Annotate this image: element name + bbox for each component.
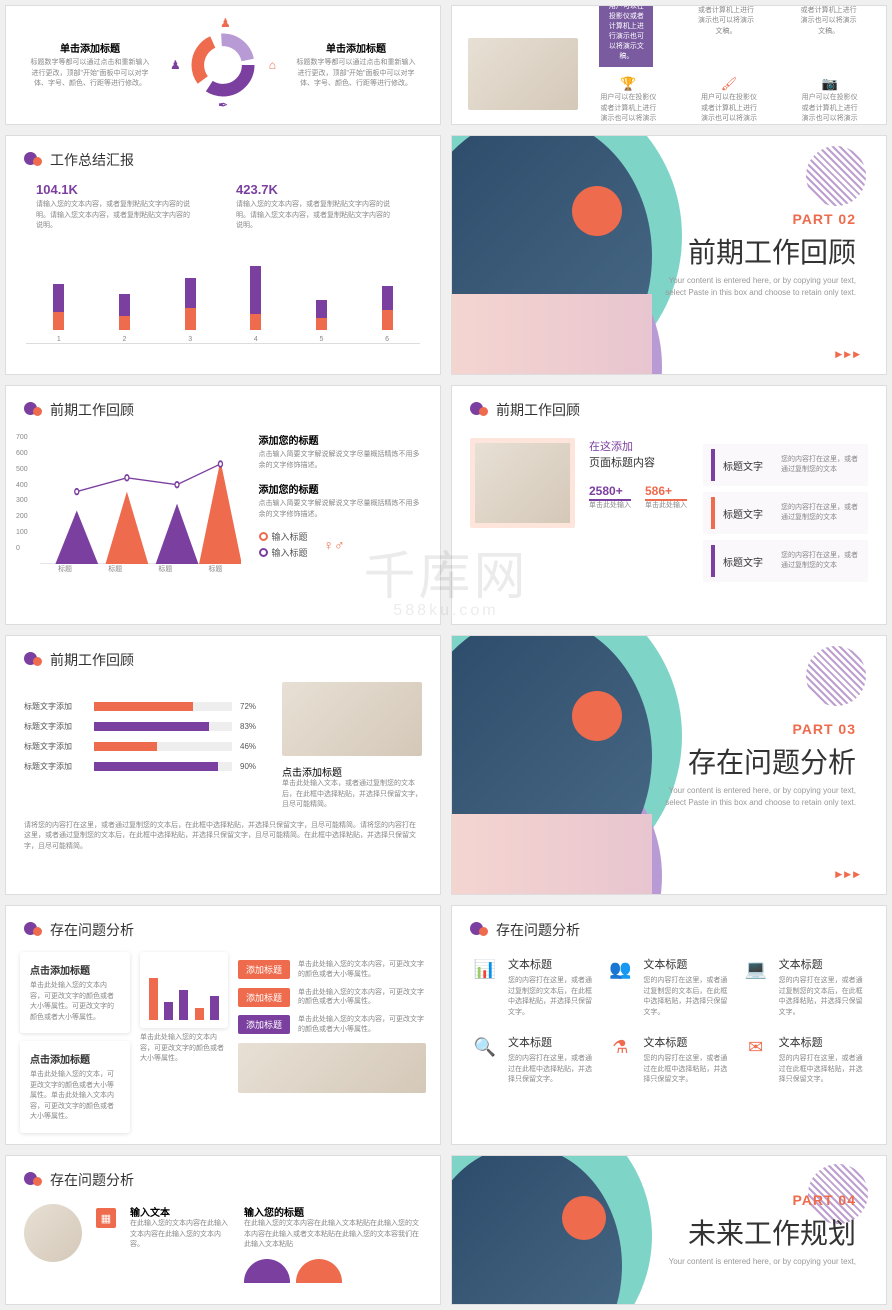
legend-label: 输入标题 [272, 530, 308, 543]
title-dots-icon [470, 402, 490, 418]
slide-stats-list: 前期工作回顾 在这添加 页面标题内容 2580+单击此处输入 586+单击此处输… [451, 385, 887, 625]
part-subtitle: Your content is entered here, or by copy… [669, 785, 856, 797]
slide-title: 前期工作回顾 [50, 650, 134, 670]
image-placeholder [282, 682, 422, 756]
card: 点击添加标题单击此处输入您的文本内容，可更改文字的颜色或者大小等属性。可更改文字… [20, 952, 130, 1033]
legend-dot-icon [259, 532, 268, 541]
slide-area-chart: 前期工作回顾 0100200300400500600700 标题标题标题标题 添… [5, 385, 441, 625]
legend-label: 输入标题 [272, 546, 308, 559]
trophy-icon: 🏆 [620, 76, 636, 91]
icon-desc: 用户可以在投影仪或者计算机上进行演示也可以将演示文稿。 [598, 93, 658, 125]
stat-label: 单击此处输入 [645, 501, 687, 512]
image-placeholder [238, 1043, 426, 1093]
ring-icon: ♟ ⌂ ✒ ♟ [178, 20, 268, 110]
stat-value: 104.1K [36, 182, 196, 197]
part-title: 未来工作规划 [688, 1212, 856, 1252]
bar-chart: 123456 [26, 234, 420, 344]
part-title: 前期工作回顾 [688, 231, 856, 271]
title-dots-icon [24, 922, 44, 938]
title-dots-icon [24, 652, 44, 668]
item-title: 单击添加标题 [30, 40, 150, 55]
stat-desc: 请输入您的文本内容，或者复制粘贴文字内容的说明。请输入您文本内容，或者复制粘贴文… [36, 200, 196, 232]
circle-image [24, 1204, 82, 1262]
purple-box: 用户可以在投影仪或者计算机上进行演示也可以将演示文稿。 [599, 5, 653, 67]
slide-title: 存在问题分析 [496, 920, 580, 940]
brush-icon: 🖌 [721, 76, 738, 91]
heading: 页面标题内容 [589, 454, 689, 470]
part-title: 存在问题分析 [688, 741, 856, 781]
item-desc: 标题数字等都可以通过点击和重新输入进行更改，顶部"开始"面板中可以对字体、字号、… [296, 58, 416, 90]
image-placeholder [468, 38, 578, 110]
text-desc: 在此输入您的文本内容在此输入文本粘贴在此输入您的文本内容在此输入或者文本粘贴在此… [244, 1219, 422, 1251]
text-heading: 添加您的标题 [259, 432, 427, 447]
slide-bar-chart: 工作总结汇报 104.1K 请输入您的文本内容，或者复制粘贴文字内容的说明。请输入… [5, 135, 441, 375]
text-desc: 点击输入简要文字解说解说文字尽量概括精炼不用多余的文字修饰描述。 [259, 450, 427, 471]
part-subtitle: select Paste in this box and choose to r… [665, 287, 856, 299]
heading: 在这添加 [589, 438, 689, 454]
title-dots-icon [470, 922, 490, 938]
text-heading: 输入文本 [130, 1204, 230, 1219]
slide-title: 工作总结汇报 [50, 150, 134, 170]
card: 点击添加标题单击此处输入您的文本，可更改文字的颜色或者大小等属性。单击此处输入文… [20, 1041, 130, 1133]
semi-circle [244, 1259, 290, 1283]
text-heading: 添加您的标题 [259, 481, 427, 496]
text-heading: 输入您的标题 [244, 1204, 422, 1219]
card-desc: 单击此处输入您的文本内容，可更改文字的颜色或者大小等属性。 [140, 1033, 228, 1065]
title-dots-icon [24, 152, 44, 168]
title-dots-icon [24, 1172, 44, 1188]
slide-2: 用户可以在投影仪或者计算机上进行演示也可以将演示文稿。 用户可以在投影仪或者计算… [451, 5, 887, 125]
icon-desc: 用户可以在投影仪或者计算机上进行演示也可以将演示文稿。 [699, 93, 759, 125]
stat-value: 2580+ [589, 484, 631, 501]
title-dots-icon [24, 402, 44, 418]
icon-desc: 用户可以在投影仪或者计算机上进行演示也可以将演示文稿。 [800, 93, 860, 125]
part-number: PART 04 [792, 1192, 856, 1208]
slide-icon-grid: 存在问题分析 📊文本标题您的内容打在这里，或者通过复制您的文本后，在此框中选择粘… [451, 905, 887, 1145]
part-subtitle: Your content is entered here, or by copy… [669, 275, 856, 287]
slide-title: 前期工作回顾 [496, 400, 580, 420]
footer-text: 请将您的内容打在这里，或者通过复制您的文本后，在此框中选择粘贴，并选择只保留文字… [6, 817, 440, 857]
slide-1: 单击添加标题 标题数字等都可以通过点击和重新输入进行更改，顶部"开始"面板中可以… [5, 5, 441, 125]
part-subtitle: Your content is entered here, or by copy… [669, 1256, 856, 1268]
text-desc: 在此输入您的文本内容在此输入文本内容在此输入您的文本内容。 [130, 1219, 230, 1251]
slide-cards: 存在问题分析 点击添加标题单击此处输入您的文本内容，可更改文字的颜色或者大小等属… [5, 905, 441, 1145]
part-subtitle: select Paste in this box and choose to r… [665, 797, 856, 809]
stat-desc: 请输入您的文本内容，或者复制粘贴文字内容的说明。请输入您文本内容，或者复制粘贴文… [236, 200, 396, 232]
semi-circle [296, 1259, 342, 1283]
slide-title: 前期工作回顾 [50, 400, 134, 420]
part-number: PART 03 [792, 721, 856, 737]
triangle-dots-icon: ▶▶▶ [835, 349, 862, 360]
triangle-dots-icon: ▶▶▶ [835, 869, 862, 880]
image-placeholder [470, 438, 575, 528]
part-04-slide: PART 04 未来工作规划 Your content is entered h… [451, 1155, 887, 1305]
text-desc: 单击此处输入文本，或者通过复制您的文本后，在此框中选择粘贴，并选择只保留文字，且… [282, 779, 422, 811]
image-icon: ▦ [96, 1208, 116, 1228]
part-02-slide: PART 02 前期工作回顾 Your content is entered h… [451, 135, 887, 375]
mini-bar-chart [140, 952, 228, 1028]
slide-hbars: 前期工作回顾 标题文字添加72%标题文字添加83%标题文字添加46%标题文字添加… [5, 635, 441, 895]
stat-label: 单击此处输入 [589, 501, 631, 512]
text-desc: 点击输入简要文字解说解说文字尽量概括精炼不用多余的文字修饰描述。 [259, 499, 427, 520]
slide-title: 存在问题分析 [50, 1170, 134, 1190]
text-heading: 点击添加标题 [282, 764, 422, 779]
item-desc: 标题数字等都可以通过点击和重新输入进行更改，顶部"开始"面板中可以对字体、字号、… [30, 58, 150, 90]
part-number: PART 02 [792, 211, 856, 227]
people-icon: ♀♂ [324, 537, 345, 553]
part-03-slide: PART 03 存在问题分析 Your content is entered h… [451, 635, 887, 895]
stat-value: 586+ [645, 484, 687, 501]
slide-11: 存在问题分析 ▦ 输入文本 在此输入您的文本内容在此输入文本内容在此输入您的文本… [5, 1155, 441, 1305]
camera-icon: 📷 [822, 76, 838, 91]
item-title: 单击添加标题 [296, 40, 416, 55]
slide-title: 存在问题分析 [50, 920, 134, 940]
legend-dot-icon [259, 548, 268, 557]
stat-value: 423.7K [236, 182, 396, 197]
